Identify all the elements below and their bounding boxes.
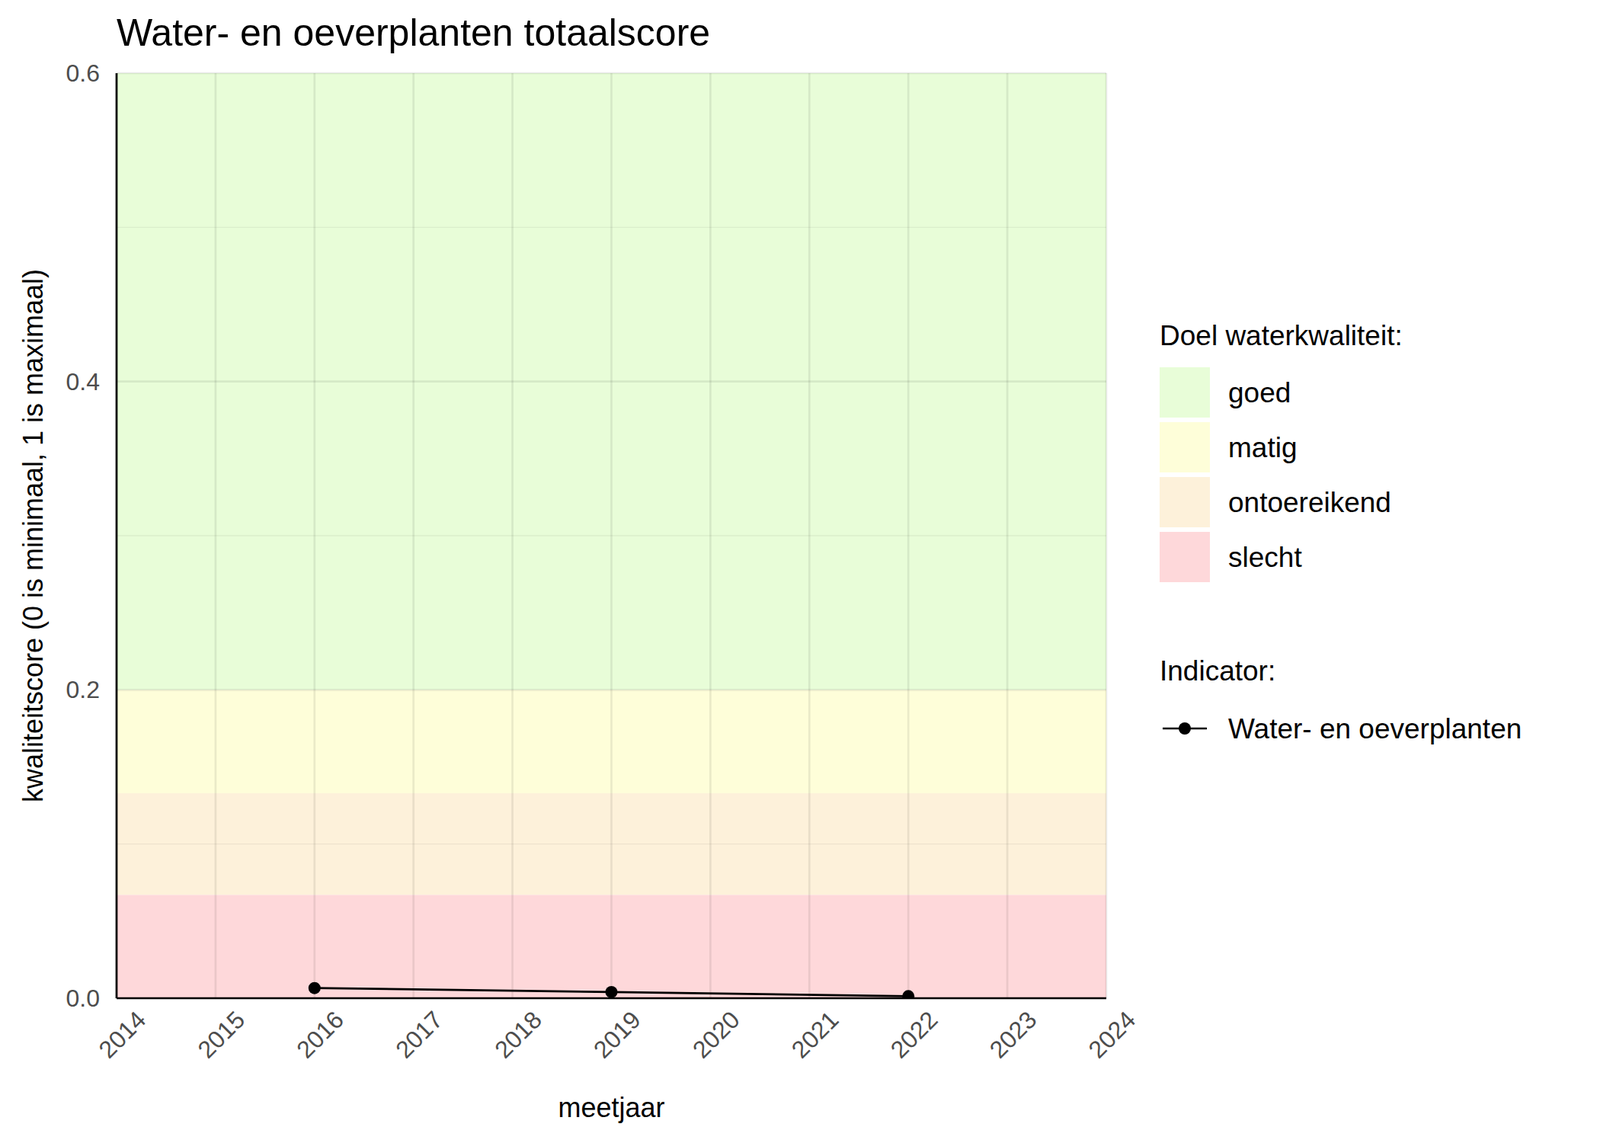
y-tick-label: 0.2	[66, 675, 100, 704]
x-tick-label: 2021	[786, 1005, 845, 1064]
legend-label: Water- en oeverplanten	[1228, 713, 1522, 745]
grid-line	[1006, 73, 1009, 999]
x-tick-label: 2022	[885, 1005, 944, 1064]
grid-line	[214, 73, 218, 999]
x-tick-label: 2019	[588, 1005, 647, 1064]
legend-label: ontoereikend	[1228, 486, 1392, 519]
grid	[116, 73, 1107, 999]
grid-line	[313, 73, 316, 999]
chart: 0.0 0.2 0.4 0.6 2014 2015 2016 2017 2018 2019 2020…	[0, 0, 1600, 1143]
y-tick-label: 0.6	[66, 59, 100, 87]
y-tick-label: 0.4	[66, 368, 100, 396]
x-tick-label: 2023	[984, 1005, 1043, 1064]
legend: Doel waterkwaliteit: goed matig ontoereiken…	[1159, 320, 1522, 745]
grid-line	[907, 73, 910, 999]
grid-line	[511, 73, 514, 999]
grid-line	[412, 73, 415, 999]
x-tick-label: 2018	[489, 1005, 548, 1064]
grid-line	[1105, 73, 1108, 999]
legend-label: matig	[1228, 432, 1297, 464]
x-tick-label: 2015	[192, 1005, 250, 1064]
x-tick-label: 2016	[291, 1005, 349, 1064]
x-tick-label: 2020	[687, 1005, 746, 1064]
x-tick-label: 2017	[390, 1005, 448, 1064]
legend-label: slecht	[1228, 541, 1303, 573]
y-tick-label: 0.0	[66, 984, 100, 1012]
bands	[116, 73, 1107, 999]
grid-line	[808, 73, 811, 999]
x-tick-label: 2024	[1083, 1005, 1142, 1064]
legend-key	[1159, 367, 1210, 418]
x-tick-label: 2014	[93, 1005, 152, 1064]
legend-key	[1159, 422, 1210, 473]
legend-title: Doel waterkwaliteit:	[1159, 320, 1403, 352]
y-axis-title: kwaliteitscore (0 is minimaal, 1 is maxi…	[17, 268, 49, 803]
legend-label: goed	[1228, 377, 1291, 409]
legend-title: Indicator:	[1159, 655, 1276, 687]
point	[308, 982, 321, 995]
x-axis-line	[116, 997, 1107, 1000]
legend-marker	[1178, 722, 1191, 735]
point	[902, 989, 915, 999]
legend-key	[1159, 476, 1210, 528]
grid-line	[709, 73, 712, 999]
data	[308, 982, 915, 999]
point	[605, 985, 618, 999]
legend-key	[1159, 531, 1210, 583]
grid-line	[610, 73, 613, 999]
title: Water- en oeverplanten totaalscore	[116, 11, 711, 55]
grid-line	[116, 997, 1107, 1000]
y-axis-line	[115, 73, 119, 999]
grid-line	[115, 73, 119, 999]
x-axis-title: meetjaar	[557, 1091, 665, 1124]
